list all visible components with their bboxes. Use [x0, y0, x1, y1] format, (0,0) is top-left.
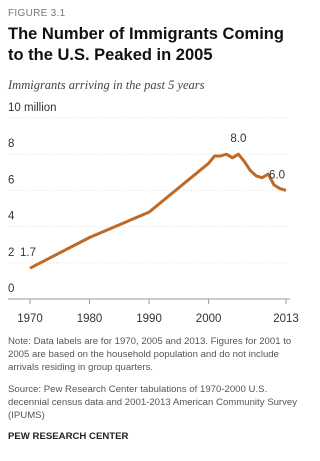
y-tick-label: 6 — [8, 174, 14, 186]
chart-subtitle: Immigrants arriving in the past 5 years — [8, 78, 205, 92]
y-tick-label: 10 million — [8, 102, 57, 114]
y-tick-label: 4 — [8, 211, 15, 223]
chart-title: The Number of Immigrants Coming to the U… — [8, 25, 284, 64]
data-label: 8.0 — [230, 133, 246, 145]
figure-label: FIGURE 3.1 — [8, 8, 66, 19]
chart: 0 2 4 6 8 10 million 1970 1980 1990 2000 2013 1.7 8.… — [8, 102, 299, 325]
x-tick-label: 1970 — [17, 313, 43, 325]
note: Note: Data labels are for 1970, 2005 and… — [8, 336, 292, 373]
y-tick-label: 2 — [8, 247, 14, 259]
x-tick-label: 1980 — [77, 313, 103, 325]
x-tick-label: 1990 — [136, 313, 162, 325]
credit: PEW RESEARCH CENTER — [8, 431, 129, 442]
x-tick-label: 2013 — [273, 313, 299, 325]
data-label: 6.0 — [269, 169, 285, 181]
source: Source: Pew Research Center tabulations … — [8, 384, 298, 421]
x-tick-label: 2000 — [196, 313, 222, 325]
data-label: 1.7 — [20, 247, 36, 259]
line — [29, 152, 287, 270]
y-tick-label: 8 — [8, 138, 14, 150]
y-tick-label: 0 — [8, 283, 14, 295]
page: {"chart_data": {"type": "line", "figure_… — [8, 8, 299, 442]
